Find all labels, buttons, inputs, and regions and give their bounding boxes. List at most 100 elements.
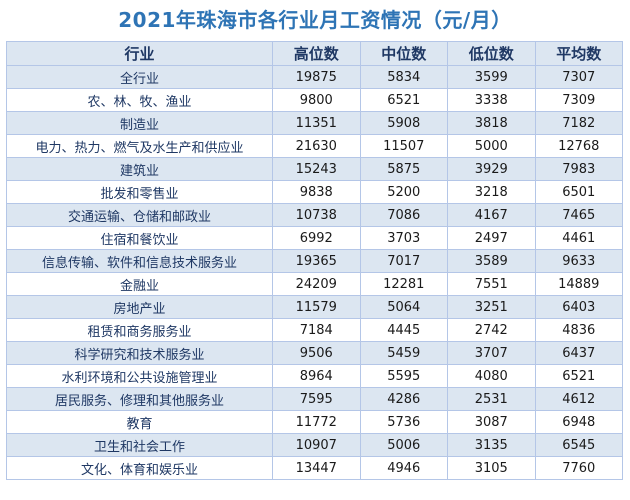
median-cell: 5908	[359, 111, 448, 135]
low-cell: 3218	[447, 180, 536, 204]
average-cell: 4612	[534, 387, 623, 411]
industry-cell: 电力、热力、燃气及水生产和供应业	[6, 134, 273, 158]
table-row: 科学研究和技术服务业 9506 5459 3707 6437	[6, 341, 623, 365]
low-cell: 5000	[447, 134, 536, 158]
average-cell: 6501	[534, 180, 623, 204]
industry-cell: 住宿和餐饮业	[6, 226, 273, 250]
median-cell: 5595	[359, 364, 448, 388]
table-row: 农、林、牧、渔业 9800 6521 3338 7309	[6, 88, 623, 112]
average-cell: 7983	[534, 157, 623, 181]
average-cell: 14889	[534, 272, 623, 296]
table-header: 行业 高位数 中位数 低位数 平均数	[6, 41, 623, 66]
high-cell: 9800	[272, 88, 361, 112]
table-row: 水利环境和公共设施管理业 8964 5595 4080 6521	[6, 364, 623, 388]
median-cell: 5834	[359, 65, 448, 89]
high-cell: 8964	[272, 364, 361, 388]
industry-cell: 批发和零售业	[6, 180, 273, 204]
industry-cell: 教育	[6, 410, 273, 434]
low-cell: 2742	[447, 318, 536, 342]
low-cell: 3589	[447, 249, 536, 273]
high-cell: 19875	[272, 65, 361, 89]
median-cell: 3703	[359, 226, 448, 250]
header-industry: 行业	[6, 41, 273, 66]
average-cell: 6545	[534, 433, 623, 457]
industry-cell: 金融业	[6, 272, 273, 296]
high-cell: 10738	[272, 203, 361, 227]
average-cell: 7182	[534, 111, 623, 135]
header-row: 行业 高位数 中位数 低位数 平均数	[6, 41, 623, 66]
median-cell: 12281	[359, 272, 448, 296]
low-cell: 3135	[447, 433, 536, 457]
average-cell: 7307	[534, 65, 623, 89]
low-cell: 3929	[447, 157, 536, 181]
page-title: 2021年珠海市各行业月工资情况（元/月）	[118, 8, 512, 32]
average-cell: 6403	[534, 295, 623, 319]
industry-cell: 卫生和社会工作	[6, 433, 273, 457]
high-cell: 9506	[272, 341, 361, 365]
average-cell: 6948	[534, 410, 623, 434]
median-cell: 5875	[359, 157, 448, 181]
industry-cell: 居民服务、修理和其他服务业	[6, 387, 273, 411]
median-cell: 5200	[359, 180, 448, 204]
table-row: 住宿和餐饮业 6992 3703 2497 4461	[6, 226, 623, 250]
low-cell: 3707	[447, 341, 536, 365]
median-cell: 4286	[359, 387, 448, 411]
industry-cell: 文化、体育和娱乐业	[6, 456, 273, 480]
table-row: 租赁和商务服务业 7184 4445 2742 4836	[6, 318, 623, 342]
median-cell: 5006	[359, 433, 448, 457]
low-cell: 3251	[447, 295, 536, 319]
high-cell: 7184	[272, 318, 361, 342]
table-row: 信息传输、软件和信息技术服务业 19365 7017 3589 9633	[6, 249, 623, 273]
header-median: 中位数	[359, 41, 448, 66]
table-row: 建筑业 15243 5875 3929 7983	[6, 157, 623, 181]
average-cell: 6521	[534, 364, 623, 388]
industry-cell: 租赁和商务服务业	[6, 318, 273, 342]
average-cell: 7465	[534, 203, 623, 227]
low-cell: 4167	[447, 203, 536, 227]
high-cell: 19365	[272, 249, 361, 273]
median-cell: 5736	[359, 410, 448, 434]
median-cell: 7017	[359, 249, 448, 273]
table-body: 全行业 19875 5834 3599 7307 农、林、牧、渔业 9800 6521 3338…	[6, 65, 623, 480]
table-row: 卫生和社会工作 10907 5006 3135 6545	[6, 433, 623, 457]
median-cell: 7086	[359, 203, 448, 227]
industry-cell: 信息传输、软件和信息技术服务业	[6, 249, 273, 273]
average-cell: 4836	[534, 318, 623, 342]
high-cell: 15243	[272, 157, 361, 181]
low-cell: 3599	[447, 65, 536, 89]
industry-cell: 交通运输、仓储和邮政业	[6, 203, 273, 227]
high-cell: 6992	[272, 226, 361, 250]
low-cell: 4080	[447, 364, 536, 388]
table-row: 教育 11772 5736 3087 6948	[6, 410, 623, 434]
average-cell: 9633	[534, 249, 623, 273]
median-cell: 6521	[359, 88, 448, 112]
high-cell: 24209	[272, 272, 361, 296]
industry-cell: 科学研究和技术服务业	[6, 341, 273, 365]
table-row: 文化、体育和娱乐业 13447 4946 3105 7760	[6, 456, 623, 480]
average-cell: 6437	[534, 341, 623, 365]
median-cell: 4946	[359, 456, 448, 480]
average-cell: 4461	[534, 226, 623, 250]
high-cell: 11579	[272, 295, 361, 319]
average-cell: 7760	[534, 456, 623, 480]
average-cell: 7309	[534, 88, 623, 112]
industry-cell: 制造业	[6, 111, 273, 135]
table-row: 居民服务、修理和其他服务业 7595 4286 2531 4612	[6, 387, 623, 411]
industry-cell: 水利环境和公共设施管理业	[6, 364, 273, 388]
industry-cell: 全行业	[6, 65, 273, 89]
median-cell: 11507	[359, 134, 448, 158]
median-cell: 4445	[359, 318, 448, 342]
header-low: 低位数	[447, 41, 536, 66]
table-row: 批发和零售业 9838 5200 3218 6501	[6, 180, 623, 204]
median-cell: 5064	[359, 295, 448, 319]
wage-table: 行业 高位数 中位数 低位数 平均数 全行业 19875 5834 3599 7307 农…	[6, 41, 623, 480]
table-row: 全行业 19875 5834 3599 7307	[6, 65, 623, 89]
header-average: 平均数	[534, 41, 623, 66]
industry-cell: 建筑业	[6, 157, 273, 181]
high-cell: 13447	[272, 456, 361, 480]
industry-cell: 房地产业	[6, 295, 273, 319]
high-cell: 10907	[272, 433, 361, 457]
low-cell: 3338	[447, 88, 536, 112]
low-cell: 3087	[447, 410, 536, 434]
